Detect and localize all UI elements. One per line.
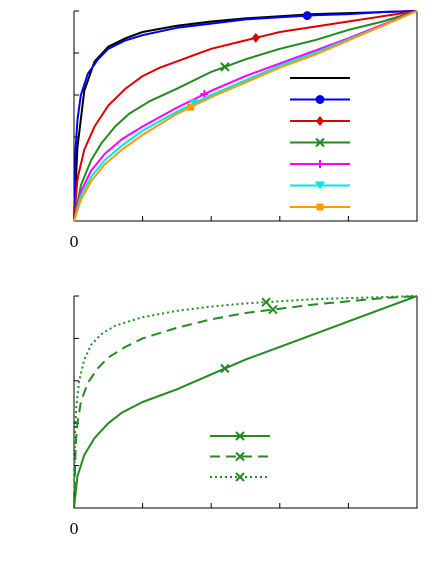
legend-marker-0 (235, 431, 245, 441)
series-line-2 (73, 10, 418, 222)
legend-marker-6 (316, 203, 324, 211)
series-marker-0 (220, 363, 230, 374)
legend-marker-2 (316, 116, 324, 126)
series-line-0 (73, 10, 418, 222)
x-tick-label: 0 (69, 520, 79, 538)
series-marker-1 (302, 11, 312, 21)
legend-marker-2 (235, 472, 245, 482)
series-line-3 (73, 10, 418, 222)
axis-frame (73, 11, 418, 222)
series-marker-1 (268, 304, 278, 315)
series-line-4 (73, 10, 418, 222)
series-marker-5 (189, 99, 200, 108)
series-line-1 (73, 10, 418, 222)
series-line-0 (73, 295, 418, 509)
legend-marker-1 (315, 95, 325, 104)
series-marker-2 (251, 32, 260, 43)
series-marker-6 (187, 103, 195, 111)
legend-marker-5 (315, 181, 325, 190)
series-marker-4 (200, 90, 209, 99)
series-line-1 (73, 295, 418, 509)
chart-bottom: 0 (69, 295, 418, 538)
legend-marker-3 (315, 137, 325, 148)
x-tick-label: 0 (69, 233, 79, 251)
legend-marker-4 (316, 160, 324, 168)
chart-top: 0 (69, 10, 418, 251)
series-marker-3 (220, 62, 230, 72)
series-line-2 (73, 295, 418, 509)
axis-frame (73, 296, 418, 509)
series-marker-2 (261, 297, 271, 307)
legend-marker-1 (235, 451, 245, 462)
